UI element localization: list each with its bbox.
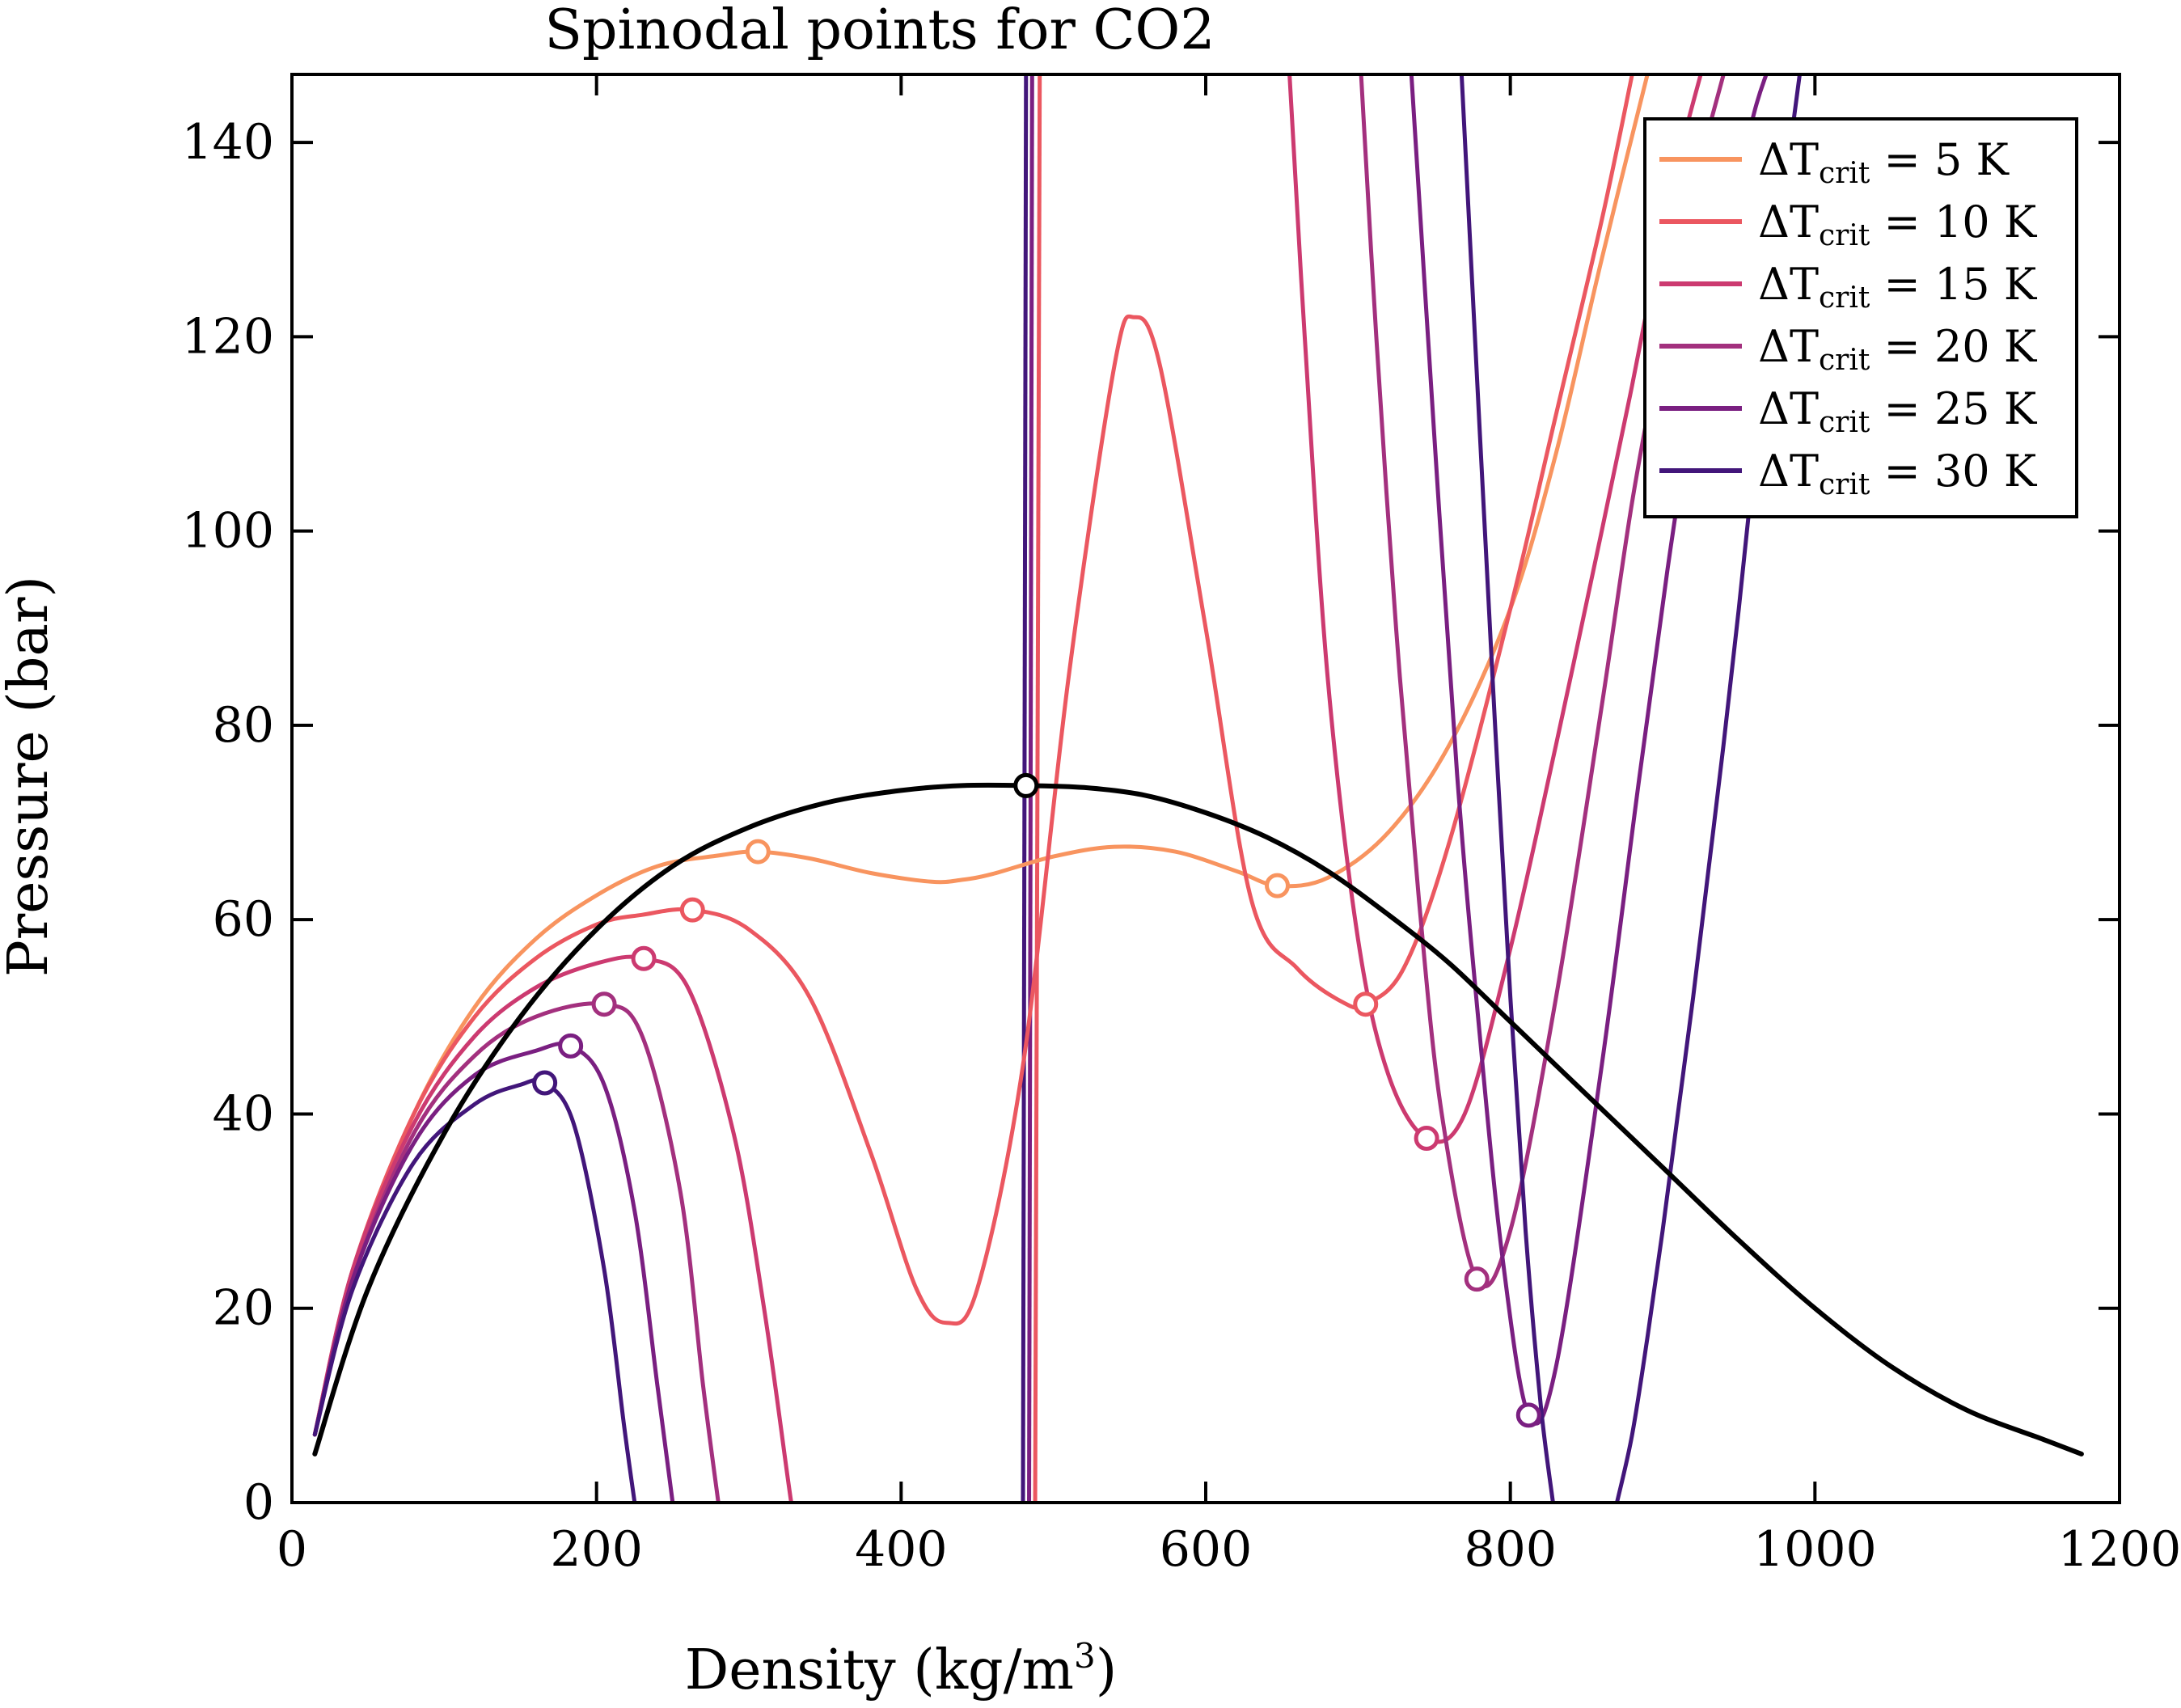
legend-entry-2: ΔTcrit = 15 K: [1758, 259, 2038, 315]
legend: ΔTcrit = 5 K ΔTcrit = 10 K ΔTcrit = 15 K ΔT…: [1643, 117, 2078, 518]
y-tick-label-140: 140: [181, 114, 274, 171]
spinodal-point-0-0: [745, 839, 771, 865]
series-6-line-0: [312, 782, 2084, 1456]
series-2-line-1: [1287, 74, 1703, 1144]
series-5-line-1: [1459, 74, 1555, 1503]
legend-entry-3: ΔTcrit = 20 K: [1758, 321, 2038, 377]
x-axis-title-main: Density (kg/m: [685, 1638, 1074, 1702]
x-tick-label-800: 800: [1464, 1521, 1557, 1578]
x-tick-label-200: 200: [550, 1521, 643, 1578]
y-tick-label-120: 120: [181, 308, 274, 365]
series-1-line-0: [312, 74, 1634, 1437]
x-tick-label-0: 0: [277, 1521, 307, 1578]
spinodal-point-1-1: [1353, 991, 1379, 1017]
series-0-line-0: [312, 74, 1650, 1437]
y-tick-label-20: 20: [213, 1280, 274, 1337]
legend-entry-0: ΔTcrit = 5 K: [1758, 134, 2010, 190]
spinodal-point-2-0: [631, 945, 657, 971]
legend-entry-1: ΔTcrit = 10 K: [1758, 197, 2038, 252]
spinodal-point-4-0: [558, 1033, 584, 1059]
spinodal-point-5-0: [532, 1070, 558, 1096]
spinodal-point-6-0: [1013, 772, 1039, 798]
series-3-line-0: [312, 1001, 721, 1503]
spinodal-point-3-1: [1464, 1266, 1490, 1292]
y-tick-label-100: 100: [181, 503, 274, 560]
y-tick-label-80: 80: [213, 697, 274, 754]
x-tick-label-400: 400: [855, 1521, 948, 1578]
x-axis-title-sup: 3: [1074, 1636, 1096, 1676]
series-5-line-0: [312, 1077, 637, 1503]
x-axis-title-end: ): [1096, 1638, 1118, 1702]
legend-entry-5: ΔTcrit = 30 K: [1758, 446, 2038, 501]
spinodal-point-3-0: [591, 991, 617, 1017]
series-2-line-0: [312, 954, 794, 1503]
x-tick-label-1000: 1000: [1753, 1521, 1877, 1578]
legend-box: [1643, 117, 2078, 518]
y-tick-label-60: 60: [213, 891, 274, 948]
y-tick-label-40: 40: [213, 1085, 274, 1142]
x-axis-title: Density (kg/m3): [685, 1636, 1117, 1702]
spinodal-point-1-0: [679, 897, 705, 923]
plot-area: 0 200 400 600 800 1000 1200 0 20 40 60 80 100 120 140 Δ…: [181, 73, 2181, 1578]
spinodal-point-0-1: [1265, 873, 1291, 898]
y-tick-label-0: 0: [243, 1474, 274, 1531]
chart-title: Spinodal points for CO2: [544, 0, 1215, 62]
y-axis-title: Pressure (bar): [0, 576, 61, 977]
series-4-line-0: [312, 1042, 675, 1503]
x-tick-label-600: 600: [1160, 1521, 1253, 1578]
x-tick-label-1200: 1200: [2058, 1521, 2181, 1578]
spinodal-point-2-1: [1414, 1125, 1439, 1151]
spinodal-point-4-1: [1515, 1402, 1541, 1428]
legend-entry-4: ΔTcrit = 25 K: [1758, 383, 2038, 439]
